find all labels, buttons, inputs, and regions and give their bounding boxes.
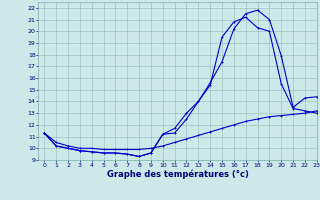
X-axis label: Graphe des températures (°c): Graphe des températures (°c) xyxy=(107,169,249,179)
